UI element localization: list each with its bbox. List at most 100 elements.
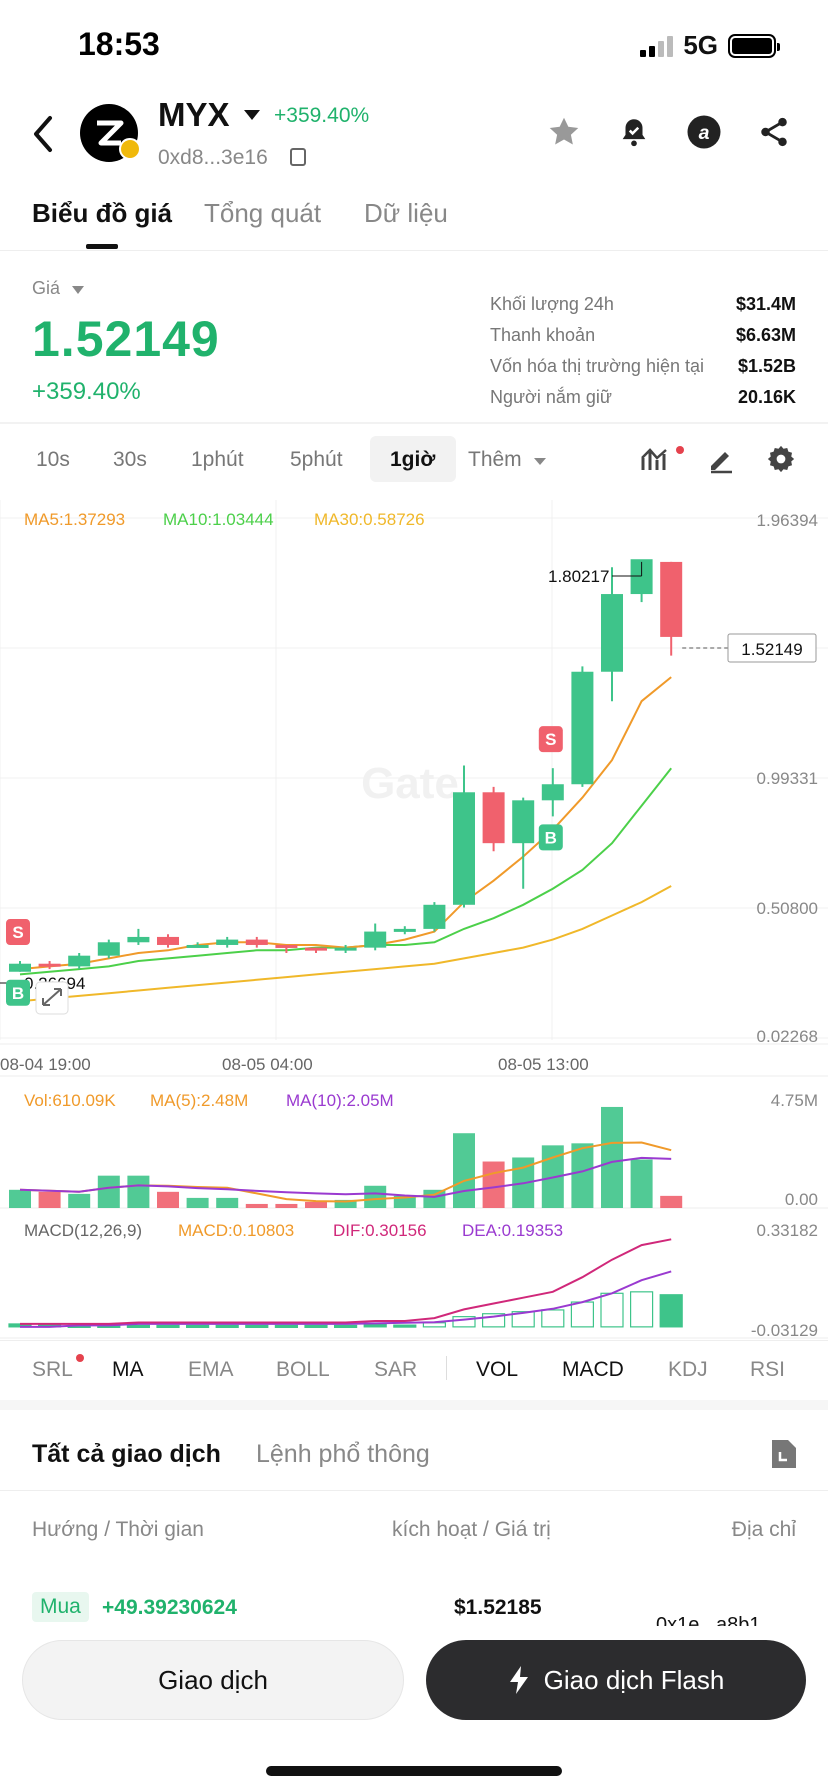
price-axis-tick: 1.96394	[757, 511, 818, 530]
candle-body	[157, 936, 179, 945]
vol-ma10-label: MA(10):2.05M	[286, 1091, 394, 1110]
a-icon[interactable]: a	[684, 112, 724, 152]
copy-icon[interactable]	[290, 148, 306, 166]
ma30-label: MA30:0.58726	[314, 510, 425, 529]
indicator-ema[interactable]: EMA	[188, 1358, 234, 1381]
candle-body	[541, 784, 564, 801]
document-icon[interactable]	[770, 1438, 798, 1475]
indicator-kdj[interactable]: KDJ	[668, 1358, 708, 1381]
macd-axis-tick: 0.33182	[757, 1221, 818, 1240]
stat-liquidity: Thanh khoản $6.63M	[490, 325, 796, 345]
star-icon[interactable]	[544, 112, 584, 152]
ma30-line	[19, 885, 672, 1003]
indicator-srl[interactable]: SRL	[32, 1358, 73, 1381]
time-axis-tick: 08-04 19:00	[0, 1055, 91, 1074]
price-label[interactable]: Giá	[32, 278, 61, 298]
volume-bar	[571, 1143, 594, 1208]
indicator-vol[interactable]: VOL	[476, 1358, 519, 1381]
candle-body	[453, 792, 475, 905]
indicator-boll[interactable]: BOLL	[276, 1358, 330, 1381]
symbol-dropdown-icon[interactable]	[244, 110, 260, 120]
back-button[interactable]	[26, 112, 62, 156]
macd-bar	[274, 1324, 298, 1329]
interval-5m[interactable]: 5phút	[290, 448, 343, 471]
indicator-ma[interactable]: MA	[112, 1358, 144, 1381]
token-logo	[80, 104, 138, 162]
flash-trade-button-label: Giao dịch Flash	[543, 1664, 725, 1695]
trade-address[interactable]: 0x1e...a8b1	[656, 1614, 761, 1626]
stat-market-cap: Vốn hóa thị trường hiện tại $1.52B	[490, 356, 796, 376]
macd-bar	[186, 1324, 210, 1329]
candle-body	[216, 939, 239, 945]
share-icon[interactable]	[754, 112, 794, 152]
home-indicator	[266, 1766, 562, 1776]
indicator-sar[interactable]: SAR	[374, 1358, 418, 1381]
token-symbol[interactable]: MYX	[158, 96, 230, 133]
candle-body	[423, 904, 446, 929]
tab-overview[interactable]: Tổng quát	[204, 198, 322, 228]
indicator-macd[interactable]: MACD	[562, 1358, 624, 1381]
signal-badge	[6, 979, 30, 1006]
candle-body	[38, 963, 61, 967]
signal-label: B	[12, 984, 24, 1003]
interval-10s[interactable]: 10s	[36, 448, 70, 471]
candle-body	[275, 944, 298, 948]
trade-button[interactable]: Giao dịch	[22, 1640, 404, 1720]
volume-bar	[423, 1189, 446, 1208]
volume-bar	[216, 1197, 239, 1208]
signal-badge	[538, 726, 563, 753]
interval-more[interactable]: Thêm	[468, 448, 522, 471]
chevron-left-icon	[34, 116, 52, 152]
tab-common-orders[interactable]: Lệnh phổ thông	[256, 1440, 430, 1468]
tab-price-chart[interactable]: Biểu đồ giá	[32, 198, 173, 228]
vol-axis-tick: 0.00	[785, 1190, 818, 1209]
candle-body	[9, 963, 31, 972]
interval-30s[interactable]: 30s	[113, 448, 147, 471]
macd-bar	[304, 1324, 328, 1329]
macd-bar	[570, 1301, 595, 1328]
indicator-chart-icon[interactable]	[640, 444, 674, 479]
volume-bar	[157, 1191, 179, 1208]
status-time: 18:53	[78, 26, 160, 62]
candle-body	[334, 947, 357, 951]
macd-bar	[422, 1322, 446, 1328]
chain-badge-icon	[119, 138, 141, 160]
price-chart[interactable]: Gate MA5:1.37293 MA10:1.03444 MA30:0.587…	[0, 500, 828, 1340]
indicator-rsi[interactable]: RSI	[750, 1358, 786, 1381]
volume-bar	[68, 1193, 91, 1208]
macd-value: MACD:0.10803	[178, 1221, 294, 1240]
macd-bar	[363, 1323, 387, 1328]
price-dropdown-icon[interactable]	[72, 286, 84, 294]
vol-ma10-line	[19, 1156, 672, 1198]
bell-icon[interactable]	[614, 112, 654, 152]
time-axis-tick: 08-05 04:00	[222, 1055, 313, 1074]
current-price: 1.52149	[32, 311, 220, 367]
macd-title: MACD(12,26,9)	[24, 1221, 142, 1240]
time-axis-tick: 08-05 13:00	[498, 1055, 589, 1074]
high-price-label: 1.80217	[548, 567, 609, 586]
token-address: 0xd8...3e16	[158, 146, 268, 169]
tab-data[interactable]: Dữ liệu	[364, 198, 448, 228]
interval-1h[interactable]: 1giờ	[390, 448, 436, 471]
token-change: +359.40%	[274, 104, 370, 127]
dif-value: DIF:0.30156	[333, 1221, 427, 1240]
signal-label: B	[545, 828, 557, 847]
macd-bar	[215, 1324, 239, 1329]
draw-icon[interactable]	[706, 444, 736, 479]
divider	[0, 1490, 828, 1491]
tab-all-trades[interactable]: Tất cả giao dịch	[32, 1440, 221, 1468]
signal-icon	[640, 35, 674, 57]
expand-icon[interactable]	[35, 981, 69, 1015]
macd-bar	[156, 1324, 180, 1329]
settings-gear-icon[interactable]	[766, 444, 796, 479]
divider	[0, 422, 828, 424]
volume-bar	[660, 1195, 683, 1208]
macd-bar	[600, 1292, 624, 1328]
more-dropdown-icon[interactable]	[534, 458, 546, 465]
volume-bar	[97, 1175, 120, 1208]
chart-grid	[0, 500, 828, 1339]
vol-axis-tick: 4.75M	[771, 1091, 818, 1110]
interval-1m[interactable]: 1phút	[191, 448, 244, 471]
col-trigger-value: kích hoạt / Giá trị	[392, 1518, 551, 1541]
flash-trade-button[interactable]: Giao dịch Flash	[426, 1640, 806, 1720]
